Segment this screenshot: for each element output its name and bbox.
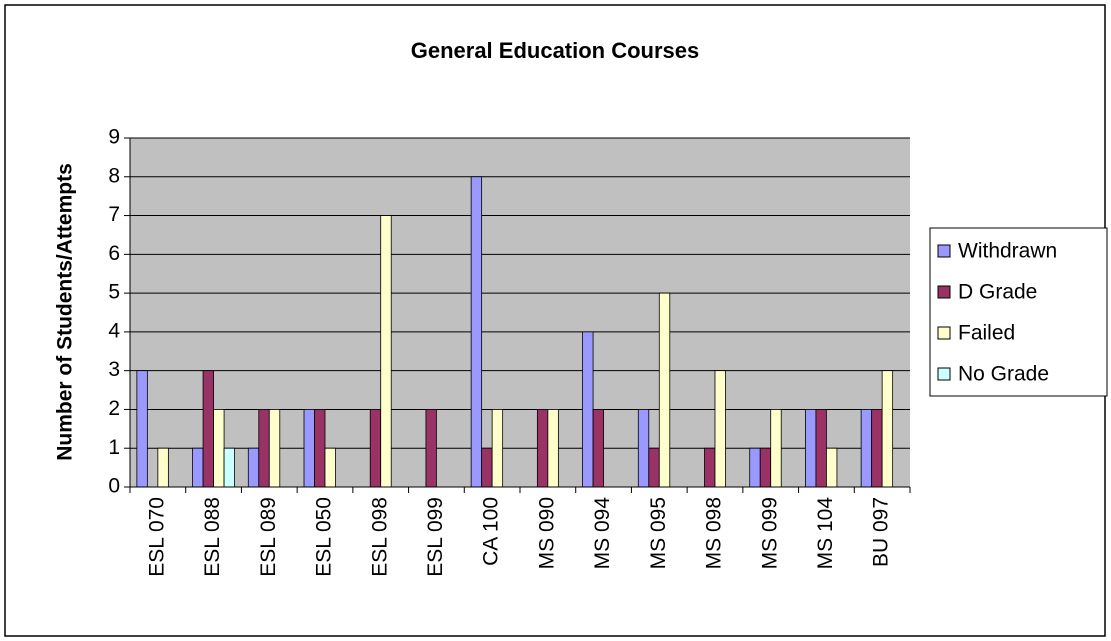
bar (136, 370, 148, 488)
x-tick-label: ESL 089 (257, 497, 280, 577)
bar (759, 447, 772, 488)
legend-swatch (937, 326, 951, 340)
bar (157, 447, 169, 488)
legend-swatch (937, 367, 951, 381)
legend-label: Failed (958, 322, 1015, 345)
bar (303, 409, 315, 488)
bar (582, 331, 594, 488)
y-axis-label: Number of Students/Attempts (54, 163, 77, 461)
bar (704, 447, 716, 488)
bar (592, 409, 604, 488)
chart-title: General Education Courses (411, 38, 700, 63)
bar (770, 409, 782, 488)
legend-label: D Grade (958, 281, 1037, 304)
legend-box (929, 227, 1108, 397)
x-tick-label: ESL 050 (313, 497, 336, 577)
x-tick-label: ESL 088 (201, 497, 224, 577)
legend-label: No Grade (958, 363, 1049, 386)
bar (192, 447, 204, 488)
bar (881, 370, 894, 488)
plot-area (130, 138, 910, 487)
y-tick-label: 2 (108, 397, 120, 420)
bar (314, 409, 326, 488)
y-tick-label: 0 (108, 475, 120, 498)
x-tick-label: ESL 098 (368, 497, 391, 577)
x-tick-label: MS 090 (535, 497, 558, 569)
y-tick-label: 1 (108, 436, 120, 459)
x-tick-label: MS 104 (814, 497, 837, 570)
bar (860, 409, 873, 488)
x-tick-label: ESL 099 (424, 497, 447, 577)
bar (247, 447, 260, 488)
y-tick-label: 6 (108, 242, 120, 265)
bar (481, 447, 493, 488)
bar (491, 409, 504, 488)
legend-swatch (937, 244, 951, 258)
bar (805, 409, 817, 488)
y-tick-label: 3 (108, 358, 120, 381)
bar (369, 409, 382, 488)
y-tick-label: 5 (108, 281, 120, 304)
bar (536, 409, 549, 488)
bar (268, 409, 281, 488)
x-tick-label: MS 094 (591, 497, 614, 570)
bar (380, 215, 392, 488)
x-tick-label: MS 099 (758, 497, 781, 569)
x-tick-label: CA 100 (480, 497, 503, 566)
bar (871, 409, 883, 488)
bar (815, 409, 827, 488)
y-tick-label: 7 (108, 203, 120, 226)
legend-swatch (937, 285, 951, 299)
x-tick-label: MS 095 (647, 497, 670, 569)
bar (258, 409, 270, 488)
y-tick-label: 4 (108, 319, 120, 342)
bar (658, 292, 671, 488)
x-tick-label: BU 097 (870, 497, 893, 567)
bar (223, 447, 235, 488)
x-tick-label: MS 098 (703, 497, 726, 569)
bar (637, 409, 650, 488)
bar (324, 447, 336, 488)
bar (714, 370, 726, 488)
bar (470, 176, 483, 488)
bar (213, 409, 225, 488)
legend-label: Withdrawn (958, 240, 1057, 263)
x-tick-label: ESL 070 (145, 497, 168, 577)
bar (425, 409, 437, 488)
bar (749, 447, 761, 488)
y-tick-label: 9 (108, 126, 120, 149)
bar (826, 447, 838, 488)
bar (547, 409, 559, 488)
y-tick-label: 8 (108, 164, 120, 187)
bar (648, 447, 660, 488)
bar (202, 370, 214, 488)
